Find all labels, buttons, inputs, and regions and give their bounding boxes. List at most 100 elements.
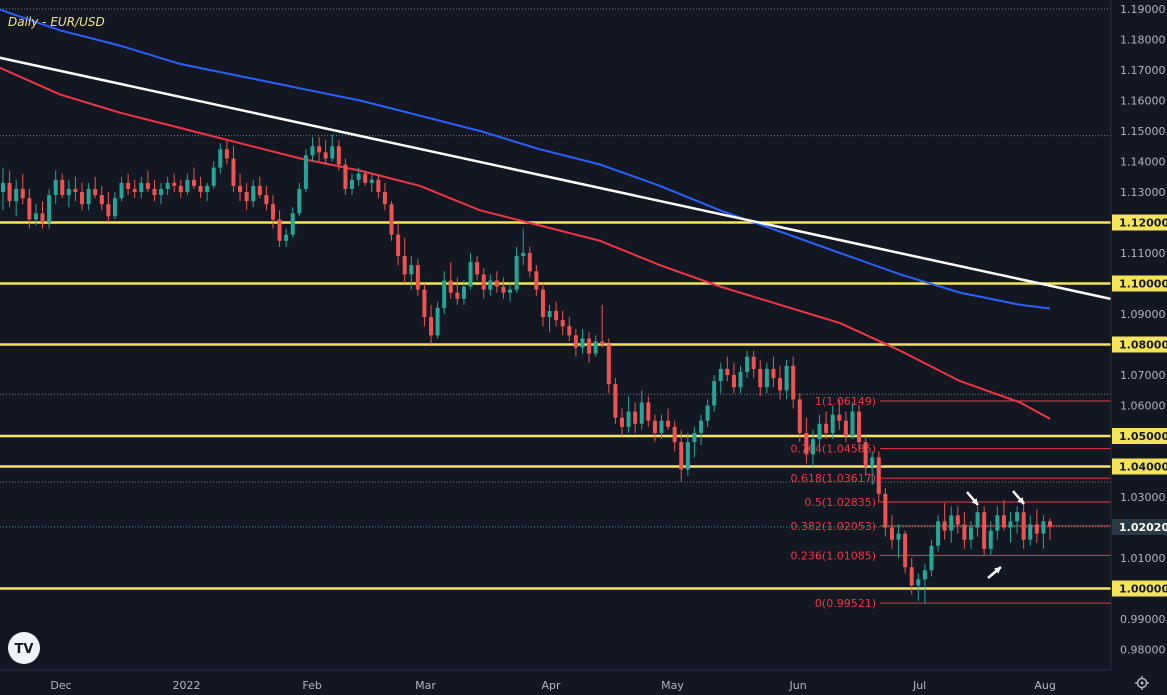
candle-body — [205, 185, 210, 192]
candle — [178, 179, 183, 199]
candle — [152, 179, 157, 202]
y-tick-label: 0.99000 — [1120, 613, 1166, 626]
candle-body — [929, 545, 934, 571]
candle — [962, 512, 967, 549]
fib-level-label: 0.5(1.02835) — [804, 496, 876, 509]
candle-body — [224, 149, 229, 159]
y-tick-label: 1.16000 — [1120, 95, 1166, 108]
candle — [139, 176, 144, 199]
candle-body — [830, 414, 835, 433]
y-tick-label: 1.13000 — [1120, 186, 1166, 199]
candle — [494, 271, 499, 293]
candle-body — [317, 146, 322, 153]
candle-body — [1034, 524, 1039, 534]
candle — [1028, 515, 1033, 546]
candle-body — [185, 179, 190, 192]
candle — [224, 140, 229, 165]
candle — [27, 188, 32, 229]
candle-body — [7, 182, 12, 202]
candle-body — [527, 253, 532, 272]
candle-body — [303, 155, 308, 189]
candle-body — [415, 265, 420, 290]
candle-body — [152, 188, 157, 196]
candle — [764, 362, 769, 394]
time-axis-panel[interactable] — [0, 670, 1167, 695]
fibonacci-retracement[interactable]: 1(1.06149) 0.764(1.04585) 0.618(1.03617) 0.… — [790, 395, 1111, 610]
candle — [837, 399, 842, 430]
x-tick-label: Dec — [50, 679, 71, 692]
candle-body — [857, 411, 862, 443]
candle-body — [909, 567, 914, 586]
candle — [791, 356, 796, 409]
candle — [573, 329, 578, 357]
candle-body — [112, 198, 117, 217]
candle-body — [567, 326, 572, 336]
candle-body — [396, 234, 401, 257]
candle — [264, 185, 269, 211]
trendline-layer[interactable] — [0, 52, 1139, 307]
candle — [317, 137, 322, 162]
y-tick-label: 1.03000 — [1120, 491, 1166, 504]
level-badge — [1112, 214, 1167, 231]
candle — [626, 396, 631, 433]
candle-body — [93, 188, 98, 196]
candle — [159, 182, 164, 205]
trendline[interactable] — [0, 52, 1139, 307]
candle — [363, 170, 368, 186]
candle-body — [843, 420, 848, 436]
candle — [797, 393, 802, 443]
candle-body — [804, 432, 809, 455]
candle-body — [514, 256, 519, 290]
candle — [396, 222, 401, 266]
candle — [995, 506, 1000, 540]
candle — [112, 192, 117, 220]
candle — [758, 359, 763, 397]
candle-body — [198, 185, 203, 192]
candle-body — [817, 423, 822, 440]
candle — [435, 301, 440, 339]
time-axis[interactable]: Dec 2022 Feb Mar Apr May Jun Jul Aug — [50, 679, 1056, 692]
candle — [1048, 518, 1052, 540]
candle — [679, 429, 684, 482]
candle-body — [106, 204, 111, 217]
candle — [310, 137, 315, 162]
fib-level-label: 0.618(1.03617) — [790, 472, 876, 485]
level-badge-text: 1.04000 — [1119, 461, 1167, 474]
candle — [481, 268, 486, 299]
candle-body — [475, 262, 480, 275]
candle-body — [165, 182, 170, 189]
candle — [145, 170, 150, 192]
price-axis[interactable]: 1.19000 1.18000 1.17000 1.16000 1.15000 1.140… — [1112, 3, 1167, 657]
candle — [514, 246, 519, 293]
fib-level-label: 0(0.99521) — [815, 597, 876, 610]
candle — [80, 182, 85, 211]
tradingview-logo-icon[interactable]: TV — [8, 632, 40, 664]
candle-body — [402, 256, 407, 275]
candle-body — [718, 368, 723, 382]
x-tick-label: Mar — [415, 679, 436, 692]
level-badge-text: 1.05000 — [1119, 430, 1167, 443]
candle-body — [968, 527, 973, 540]
candle-body — [626, 411, 631, 427]
chart-title: Daily - EUR/USD — [8, 15, 105, 29]
price-axis-panel[interactable] — [1111, 0, 1167, 670]
candle — [415, 259, 420, 296]
candle-body — [257, 185, 262, 196]
candle — [165, 176, 170, 196]
candle — [1008, 512, 1013, 543]
settings-gear-icon[interactable] — [1135, 676, 1149, 690]
candle-body — [468, 262, 473, 287]
candle-body — [231, 158, 236, 186]
candle-body — [323, 152, 328, 159]
y-tick-label: 1.01000 — [1120, 552, 1166, 565]
candle-body — [435, 307, 440, 336]
candle — [560, 310, 565, 336]
candle — [725, 356, 730, 382]
level-badge — [1112, 275, 1167, 292]
candle-body — [1028, 524, 1033, 540]
candle — [672, 420, 677, 452]
candle — [738, 365, 743, 394]
candle-body — [40, 213, 45, 223]
current-price-text: 1.02020 — [1119, 521, 1167, 534]
